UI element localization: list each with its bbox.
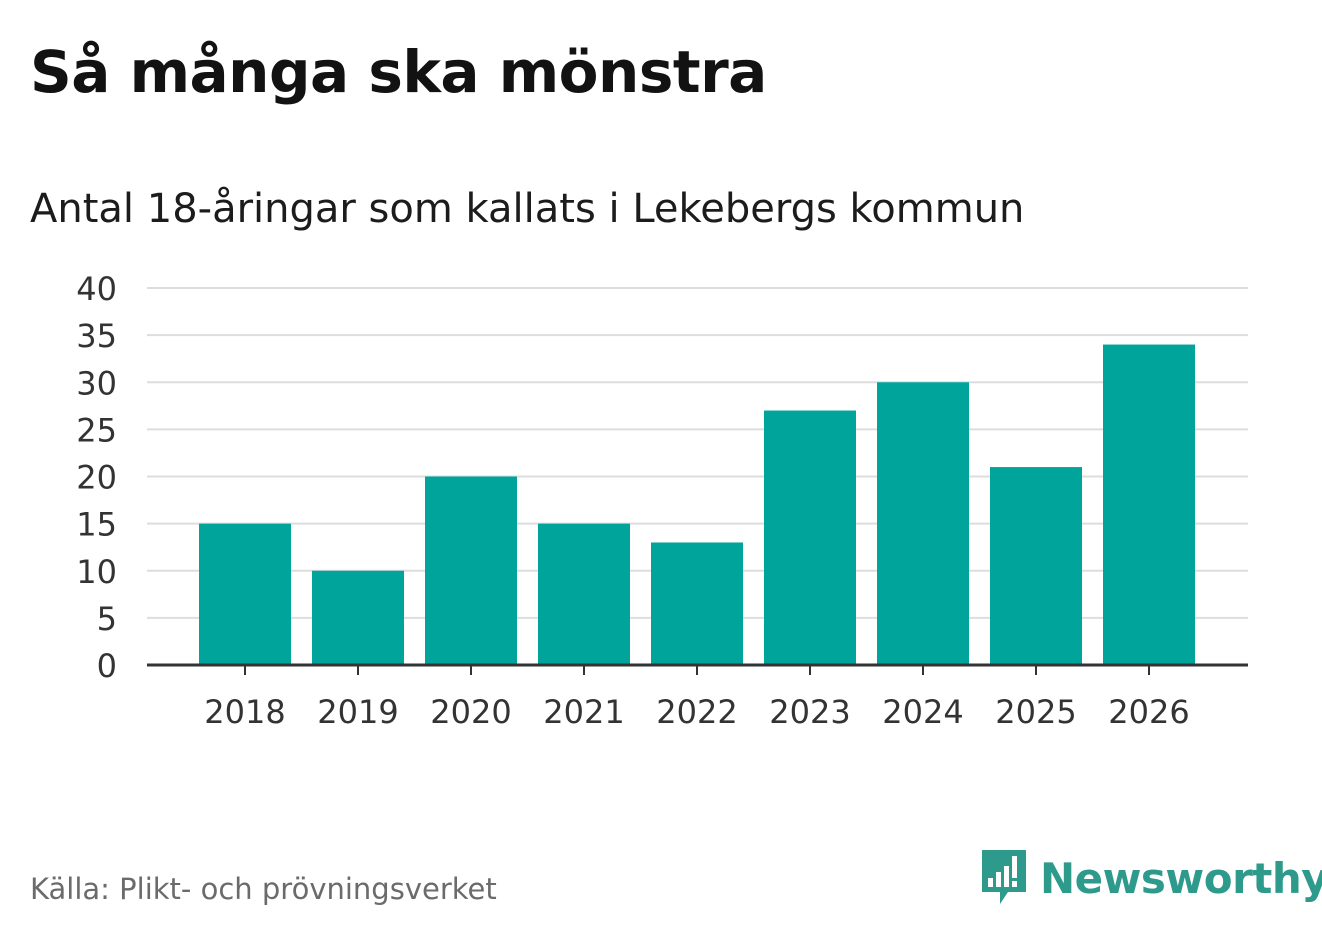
x-tick-label: 2019 (317, 693, 398, 731)
x-tick-label: 2026 (1108, 693, 1189, 731)
y-tick-label: 35 (76, 317, 117, 355)
y-tick-label: 5 (97, 600, 117, 638)
bar (877, 382, 969, 665)
newsworthy-logo-icon (982, 850, 1026, 904)
y-tick-label: 40 (76, 270, 117, 308)
chart-title: Så många ska mönstra (30, 38, 767, 106)
source-note: Källa: Plikt- och prövningsverket (30, 872, 497, 906)
y-tick-label: 20 (76, 459, 117, 497)
y-tick-label: 30 (76, 364, 117, 402)
y-tick-label: 15 (76, 506, 117, 544)
brand-logo: Newsworthy (980, 848, 1322, 908)
bar (199, 523, 291, 665)
bar (538, 523, 630, 665)
bar (651, 542, 743, 665)
x-tick-label: 2020 (430, 693, 511, 731)
x-tick-label: 2021 (543, 693, 624, 731)
chart-subtitle: Antal 18-åringar som kallats i Lekebergs… (30, 186, 1025, 232)
y-tick-label: 10 (76, 553, 117, 591)
y-tick-label: 25 (76, 411, 117, 449)
y-tick-label: 0 (97, 647, 117, 685)
bar (425, 476, 517, 665)
bar (764, 410, 856, 665)
x-tick-label: 2023 (769, 693, 850, 731)
bar (990, 467, 1082, 665)
brand-name: Newsworthy (1040, 853, 1322, 903)
x-tick-label: 2022 (656, 693, 737, 731)
x-tick-label: 2024 (882, 693, 963, 731)
bar (1103, 344, 1195, 665)
bar (312, 570, 404, 665)
x-tick-label: 2025 (995, 693, 1076, 731)
x-tick-label: 2018 (204, 693, 285, 731)
